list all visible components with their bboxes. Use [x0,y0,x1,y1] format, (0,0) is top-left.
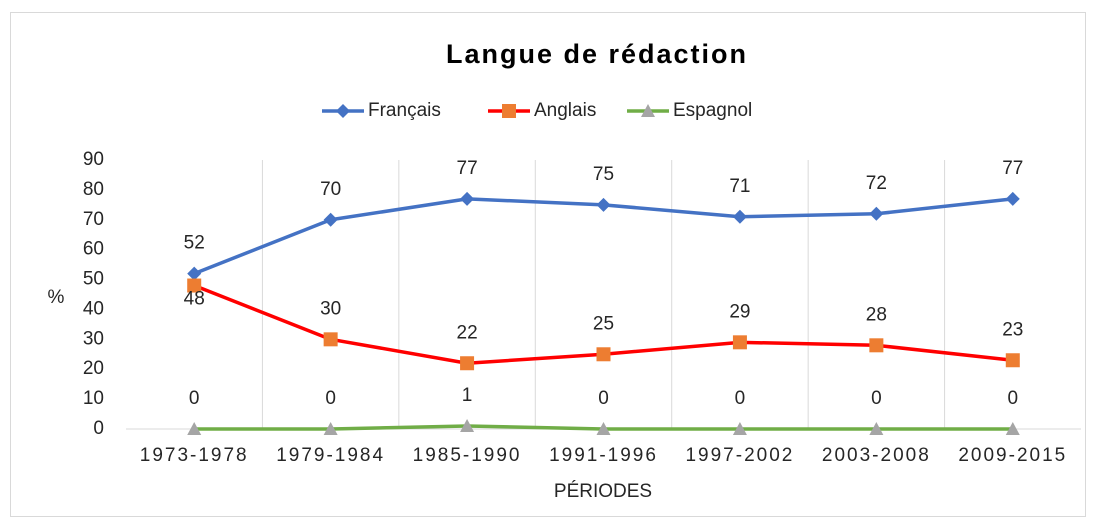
point-marker [187,266,202,281]
y-tick-label: 30 [83,328,104,349]
data-label: 0 [735,388,746,409]
point-marker [1005,191,1020,206]
data-label: 29 [729,301,750,322]
y-tick-label: 20 [83,358,104,379]
data-label: 48 [184,289,205,310]
legend-marker [336,104,350,118]
y-axis-title: % [48,287,65,308]
x-tick-label: 2009-2015 [958,445,1067,466]
point-marker [187,422,202,435]
data-label: 70 [320,179,341,200]
point-marker [323,212,338,227]
legend-marker [641,104,655,117]
data-label: 30 [320,298,341,319]
x-tick-label: 1991-1996 [549,445,658,466]
point-marker [869,206,884,221]
y-tick-label: 90 [83,149,104,170]
chart-title: Langue de rédaction [446,39,748,69]
y-tick-label: 70 [83,209,104,230]
data-label: 71 [729,176,750,197]
data-label: 0 [1007,388,1018,409]
point-marker [323,422,338,435]
legend-label: Espagnol [673,100,752,121]
y-tick-label: 40 [83,298,104,319]
point-marker [732,422,747,435]
point-marker [869,422,884,435]
point-marker [732,335,747,350]
x-axis-title: PÉRIODES [554,481,652,502]
data-label: 75 [593,164,614,185]
legend-label: Français [368,100,441,121]
data-label: 77 [1002,158,1023,179]
data-label: 25 [593,313,614,334]
data-label: 28 [866,304,887,325]
point-marker [596,197,611,212]
point-marker [869,338,884,353]
data-label: 0 [189,388,200,409]
data-label: 22 [457,322,478,343]
legend-marker [502,104,516,118]
chart-frame [10,12,1086,517]
y-tick-label: 60 [83,239,104,260]
x-tick-label: 1997-2002 [685,445,794,466]
point-marker [1005,353,1020,368]
point-marker [460,356,475,371]
data-label: 23 [1002,319,1023,340]
y-tick-label: 80 [83,179,104,200]
data-label: 0 [325,388,336,409]
x-tick-label: 1973-1978 [140,445,249,466]
data-label: 52 [184,233,205,254]
data-label: 77 [457,158,478,179]
point-marker [323,332,338,347]
data-label: 72 [866,173,887,194]
point-marker [1005,422,1020,435]
y-tick-label: 0 [93,418,104,439]
x-tick-label: 1985-1990 [413,445,522,466]
data-label: 0 [598,388,609,409]
point-marker [187,278,202,293]
y-tick-label: 10 [83,388,104,409]
point-marker [596,422,611,435]
y-tick-label: 50 [83,269,104,290]
point-marker [460,419,475,433]
point-marker [596,347,611,362]
x-tick-label: 2003-2008 [822,445,931,466]
data-label: 1 [462,385,473,406]
x-tick-label: 1979-1984 [276,445,385,466]
data-label: 0 [871,388,882,409]
legend-label: Anglais [534,100,596,121]
point-marker [460,191,475,206]
point-marker [732,209,747,224]
